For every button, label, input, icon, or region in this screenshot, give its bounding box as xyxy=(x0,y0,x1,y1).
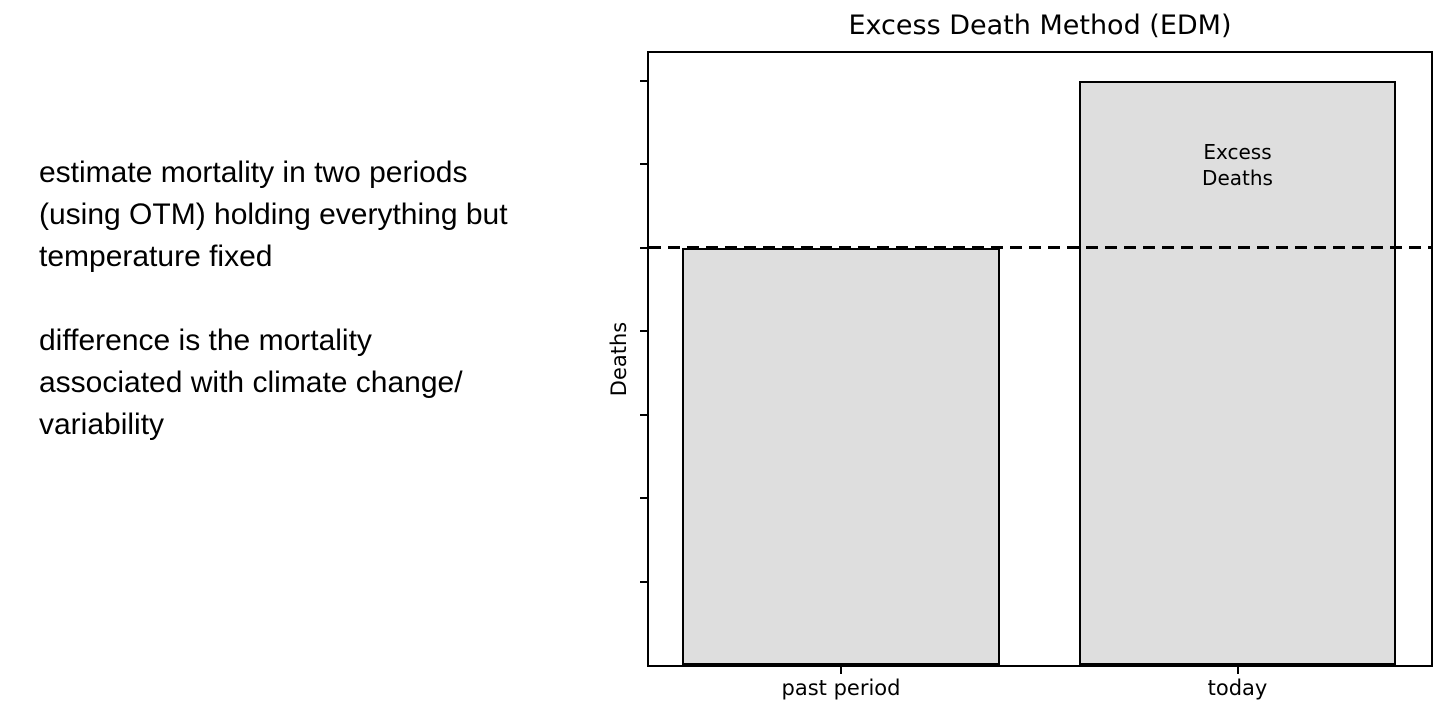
expected-deaths-dashed-line xyxy=(649,246,1431,249)
note-paragraph-1: estimate mortality in two periods (using… xyxy=(39,156,508,273)
excess-deaths-annotation: Excess Deaths xyxy=(1202,139,1273,190)
chart-title: Excess Death Method (EDM) xyxy=(848,10,1232,41)
bar-past-period xyxy=(682,247,1000,665)
x-tick xyxy=(840,665,842,674)
y-tick xyxy=(640,497,648,499)
note-paragraph-2: difference is the mortality associated w… xyxy=(39,324,463,441)
y-tick xyxy=(640,163,648,165)
x-tick xyxy=(1236,665,1239,674)
y-tick xyxy=(640,246,648,249)
bar-today: Excess Deaths xyxy=(1079,80,1396,665)
plot-area: Excess Deaths xyxy=(640,51,1433,674)
x-tick-label-past-period: past period xyxy=(781,676,901,700)
y-tick xyxy=(640,413,648,416)
y-axis-label: Deaths xyxy=(607,321,631,397)
y-tick xyxy=(640,330,648,332)
y-tick xyxy=(640,79,648,82)
x-tick-label-today: today xyxy=(1207,676,1268,700)
notes-block: estimate mortality in two periods (using… xyxy=(39,152,639,446)
y-tick xyxy=(640,580,648,583)
